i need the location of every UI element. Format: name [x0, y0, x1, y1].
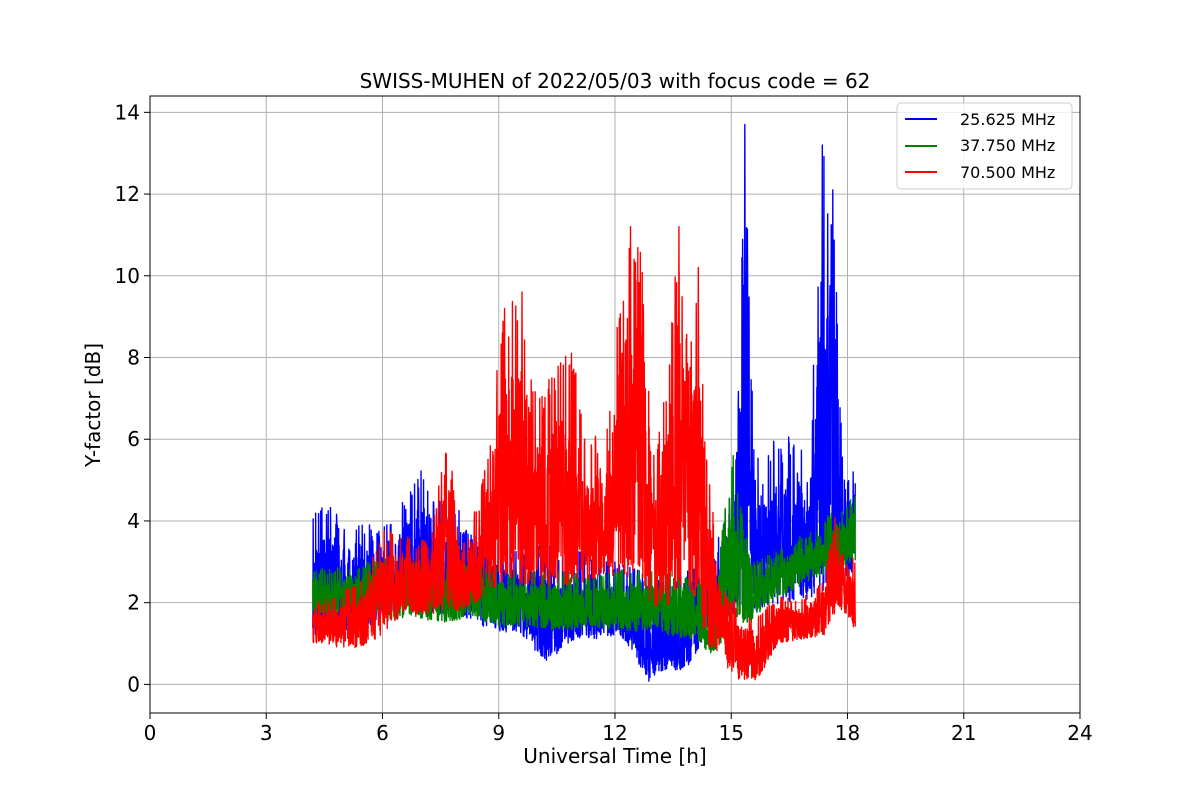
y-tick-label: 2 [127, 591, 140, 615]
x-tick-label: 15 [719, 721, 744, 745]
x-tick-label: 3 [260, 721, 273, 745]
y-axis-label: Y-factor [dB] [81, 343, 105, 468]
x-axis-label: Universal Time [h] [523, 744, 706, 768]
legend-label-25-625: 25.625 MHz [960, 110, 1055, 129]
legend: 25.625 MHz 37.750 MHz 70.500 MHz [896, 102, 1073, 190]
x-tick-label: 21 [951, 721, 976, 745]
plot-area [312, 123, 856, 682]
x-tick-label: 9 [492, 721, 505, 745]
legend-label-37-750: 37.750 MHz [960, 136, 1055, 155]
y-tick-label: 4 [127, 509, 140, 533]
y-tick-label: 6 [127, 427, 140, 451]
y-tick-label: 8 [127, 346, 140, 370]
x-tick-label: 0 [144, 721, 157, 745]
x-tick-label: 18 [835, 721, 860, 745]
legend-box [896, 102, 1073, 190]
x-tick-label: 24 [1067, 721, 1092, 745]
x-tick-label: 6 [376, 721, 389, 745]
legend-label-70-500: 70.500 MHz [960, 163, 1055, 182]
y-tick-label: 14 [115, 100, 140, 124]
chart-title: SWISS-MUHEN of 2022/05/03 with focus cod… [360, 69, 871, 93]
y-axis-ticks: 0 2 4 6 8 10 12 14 [115, 100, 150, 696]
y-tick-label: 12 [115, 182, 140, 206]
y-tick-label: 10 [115, 264, 140, 288]
y-tick-label: 0 [127, 672, 140, 696]
x-tick-label: 12 [602, 721, 627, 745]
x-axis-ticks: 0 3 6 9 12 15 18 21 24 [144, 713, 1093, 745]
series-line-70-500 [312, 226, 856, 681]
